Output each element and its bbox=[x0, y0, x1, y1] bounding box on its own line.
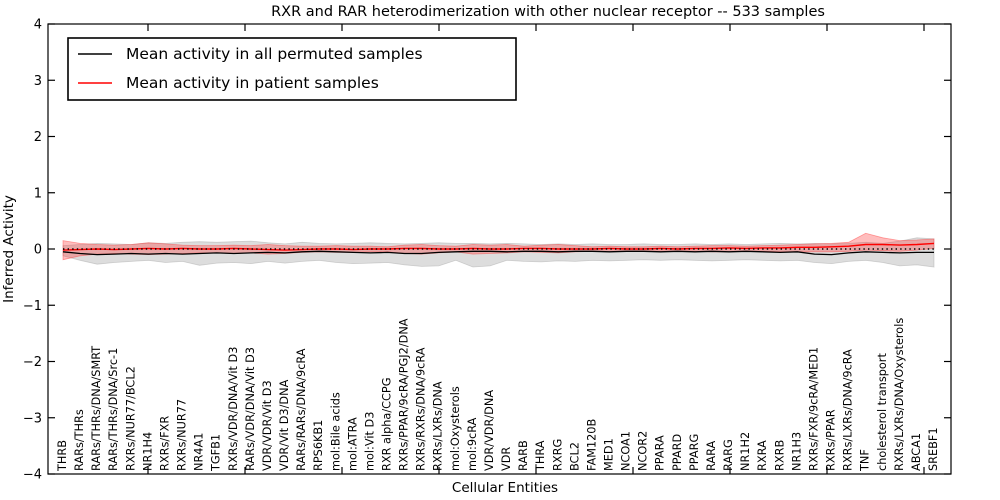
y-tick-label: −1 bbox=[23, 299, 42, 314]
permuted-mean-line bbox=[62, 250, 934, 256]
x-category-label: RARG bbox=[722, 439, 735, 471]
x-category-label: TNF bbox=[859, 449, 872, 472]
x-category-label: MED1 bbox=[603, 438, 616, 471]
x-category-label: RXRB bbox=[773, 440, 786, 471]
x-category-label: RARs/RARs/DNA/9cRA bbox=[295, 348, 308, 471]
x-category-label: RXRs/FXR bbox=[159, 416, 172, 471]
x-category-label: PPARA bbox=[654, 435, 667, 471]
y-tick-label: 2 bbox=[34, 130, 42, 145]
x-category-label: VDR bbox=[500, 447, 513, 471]
x-category-label: NR1H4 bbox=[141, 432, 154, 471]
x-category-label: mol:Vit D3 bbox=[363, 412, 376, 471]
legend: Mean activity in all permuted samples Me… bbox=[67, 37, 517, 101]
x-category-label: RXRs/LXRs/DNA/9cRA bbox=[842, 349, 855, 471]
y-tick-label: −3 bbox=[23, 411, 42, 426]
plot-data-layer: −4 −3 −2 −1 0 1 2 3 4 THRB RARs/THRs RARs/THRs/DNA/… bbox=[23, 18, 951, 483]
x-category-label: NCOA1 bbox=[620, 431, 633, 471]
x-category-label: TGFB1 bbox=[210, 434, 223, 472]
x-category-label: FAM120B bbox=[585, 419, 598, 471]
x-category-label: RXRs/VDR/DNA/Vit D3 bbox=[227, 347, 240, 471]
x-category-label: PPARD bbox=[671, 434, 684, 471]
x-category-label: RXRs/RXRs/DNA/9cRA bbox=[415, 347, 428, 471]
chart-title: RXR and RAR heterodimerization with othe… bbox=[271, 4, 825, 20]
x-category-label: NR1H2 bbox=[739, 432, 752, 471]
x-category-label: RARA bbox=[705, 440, 718, 471]
permuted-std-band bbox=[62, 237, 935, 268]
x-category-label: ABCA1 bbox=[910, 433, 923, 471]
x-category-label: THRA bbox=[534, 440, 547, 472]
y-tick-label: −2 bbox=[23, 355, 42, 370]
x-category-label: RXRs/LXRs/DNA/Oxysterols bbox=[893, 318, 906, 471]
patient-mean-line bbox=[62, 242, 935, 251]
x-category-label: RARs/THRs bbox=[73, 409, 86, 471]
y-axis-label: Inferred Activity bbox=[1, 195, 17, 303]
x-category-label: mol:9cRA bbox=[466, 417, 479, 471]
x-axis-label: Cellular Entities bbox=[452, 480, 558, 496]
x-category-label: VDR/Vit D3/DNA bbox=[278, 379, 291, 471]
x-category-label: BCL2 bbox=[568, 442, 581, 471]
legend-label-patient: Mean activity in patient samples bbox=[126, 74, 379, 92]
x-category-label: mol:Bile acids bbox=[329, 392, 342, 471]
x-category-label: RXRs/PPAR bbox=[825, 409, 838, 471]
x-category-label: NR4A1 bbox=[193, 433, 206, 471]
y-tick-label: 1 bbox=[34, 186, 42, 201]
plot-frame bbox=[47, 23, 952, 475]
x-category-label: RXRs/LXRs/DNA bbox=[432, 381, 445, 471]
x-category-label: NCOR2 bbox=[637, 431, 650, 471]
x-category-label: RXRs/FXR/9cRA/MED1 bbox=[808, 347, 821, 471]
y-tick-label: 4 bbox=[34, 18, 42, 33]
legend-frame bbox=[67, 37, 517, 101]
x-category-label: PPARG bbox=[688, 434, 701, 471]
x-category-label: RARs/VDR/DNA/Vit D3 bbox=[244, 347, 257, 471]
x-category-label: mol:ATRA bbox=[346, 417, 359, 471]
legend-label-permuted: Mean activity in all permuted samples bbox=[126, 45, 423, 63]
x-category-label: RARB bbox=[517, 440, 530, 471]
x-category-label: VDR/VDR/DNA bbox=[483, 390, 496, 471]
x-category-label: RXRs/NUR77 bbox=[176, 399, 189, 471]
x-category-label: VDR/VDR/Vit D3 bbox=[261, 380, 274, 471]
x-category-label: SREBF1 bbox=[927, 427, 940, 471]
x-category-label: cholesterol transport bbox=[876, 353, 889, 471]
y-tick-label: −4 bbox=[23, 468, 42, 483]
x-category-label: RXRA bbox=[756, 440, 769, 471]
y-tick-label: 3 bbox=[34, 74, 42, 89]
x-category-label: RPS6KB1 bbox=[312, 420, 325, 471]
x-category-label: RXR alpha/CCPG bbox=[381, 378, 394, 472]
x-category-label: NR1H3 bbox=[790, 432, 803, 471]
x-category-label: RARs/THRs/DNA/Src-1 bbox=[107, 348, 120, 471]
x-category-label: RXRG bbox=[551, 439, 564, 471]
x-category-label: RXRs/PPAR/9cRA/PGJ2/DNA bbox=[398, 318, 411, 471]
x-category-label: RARs/THRs/DNA/SMRT bbox=[90, 346, 103, 471]
y-tick-label: 0 bbox=[34, 243, 42, 258]
x-category-label: RXRs/NUR77/BCL2 bbox=[124, 366, 137, 471]
x-category-label: mol:Oxysterols bbox=[449, 386, 462, 471]
x-category-label: THRB bbox=[56, 440, 69, 472]
